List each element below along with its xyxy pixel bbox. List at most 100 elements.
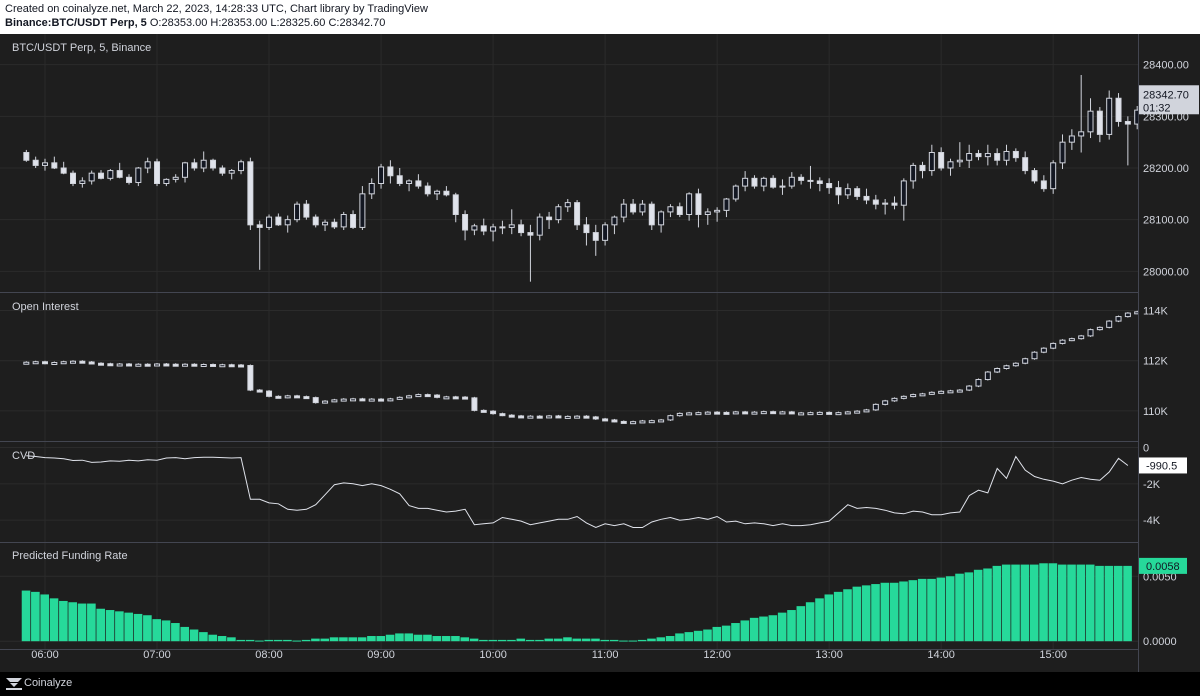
open-interest-candle [172,363,179,367]
funding-rate-bar [899,581,908,642]
funding-rate-bar [1057,564,1067,642]
open-interest-candle [135,363,142,367]
price-candle [471,225,478,231]
open-interest-candle [1096,326,1103,331]
chart-area[interactable]: 28000.00 28100.00 28200.00 28300.00 28400.00… [0,34,1200,672]
value-tick-label: 28200.00 [1143,163,1189,175]
open-interest-candle [238,364,245,368]
price-candle [891,202,898,206]
open-interest-candle [807,412,814,416]
funding-rate-bar [973,569,983,642]
funding-rate-bar [945,576,955,642]
funding-rate-bar [451,636,460,642]
open-interest-candle [966,385,973,391]
price-candle [910,164,917,182]
funding-rate-bar [712,626,722,642]
price-candle [275,216,282,226]
price-candle [406,180,413,185]
price-candle [863,195,870,201]
price-candle [312,216,319,226]
open-interest-candle [434,394,441,398]
funding-rate-bar [124,612,134,642]
coinalyze-logo-icon [6,678,22,690]
symbol-ohlc-line: Binance:BTC/USDT Perp, 5 O:28353.00 H:28… [5,16,385,30]
funding-rate-bar [936,577,946,642]
price-candle [434,190,441,195]
last-price-label: 28342.70 [1143,89,1189,101]
funding-rate-bar [964,572,974,642]
chart-background [0,34,1200,672]
open-interest-candle [350,398,357,402]
price-candle [424,185,431,195]
price-candle [144,161,151,169]
funding-rate-bar [684,632,694,642]
funding-rate-pane[interactable] [21,563,1132,642]
pane-title: Predicted Funding Rate [12,550,128,562]
funding-rate-bar [497,639,507,642]
price-candle [760,177,767,187]
open-interest-candle [751,411,758,415]
last-price-badge [1139,85,1199,115]
open-interest-candle [98,362,105,366]
funding-rate-bar [1067,564,1076,642]
open-interest-candle [284,395,291,399]
open-interest-candle [863,409,870,413]
open-interest-pane[interactable] [23,308,1150,425]
funding-rate-bar [581,638,591,642]
open-interest-candle [910,394,917,398]
value-tick-label: 28300.00 [1143,111,1189,123]
funding-rate-bar [1039,563,1048,642]
open-interest-candle [994,368,1001,373]
open-interest-candle [742,411,749,415]
funding-rate-bar [283,639,292,642]
open-interest-candle [1003,365,1010,370]
open-interest-candle [723,411,730,415]
price-candle [368,183,375,195]
open-interest-candle [462,396,469,400]
funding-rate-bar [49,598,59,642]
funding-rate-bar [320,638,330,642]
symbol-label: Binance:BTC/USDT Perp, 5 [5,17,147,29]
time-tick-label: 15:00 [1039,649,1067,661]
funding-rate-bar [21,590,31,642]
open-interest-candle [294,395,301,399]
funding-rate-bar [357,637,367,642]
value-tick-label: -2K [1143,479,1161,491]
funding-rate-bar [1104,565,1114,642]
price-candle [518,224,525,234]
bar-countdown-label: 01:32 [1143,102,1171,114]
price-candle [191,162,198,169]
open-interest-candle [163,363,170,367]
funding-rate-bar [31,591,40,642]
funding-rate-bar [1085,564,1095,642]
open-interest-candle [947,390,954,394]
price-candle [1059,141,1066,164]
open-interest-candle [938,390,945,394]
creation-info: Created on coinalyze.net, March 22, 2023… [5,3,428,15]
price-candle [882,202,889,205]
open-interest-candle [275,395,282,399]
price-candle [602,224,609,241]
price-candle [938,152,945,169]
funding-rate-bar [861,585,871,642]
price-candle [1115,97,1122,122]
funding-last-value-label: 0.0058 [1146,561,1180,573]
funding-rate-bar [40,594,49,642]
price-candle [1068,135,1075,143]
ohlc-values: O:28353.00 H:28353.00 L:28325.60 C:28342… [149,17,386,29]
funding-rate-bar [880,582,890,642]
open-interest-candle [396,396,403,400]
open-interest-candle [1078,335,1085,340]
cvd-pane[interactable] [26,455,1129,529]
price-candle [732,185,739,200]
funding-rate-bar [245,639,255,642]
price-candle [564,202,571,208]
price-candle [956,159,963,163]
funding-rate-bar [488,639,498,642]
open-interest-candle [583,415,590,419]
time-tick-label: 10:00 [479,649,507,661]
funding-rate-bar [208,634,218,642]
price-candle [994,153,1001,161]
open-interest-candle [406,395,413,399]
open-interest-candle [714,411,721,415]
